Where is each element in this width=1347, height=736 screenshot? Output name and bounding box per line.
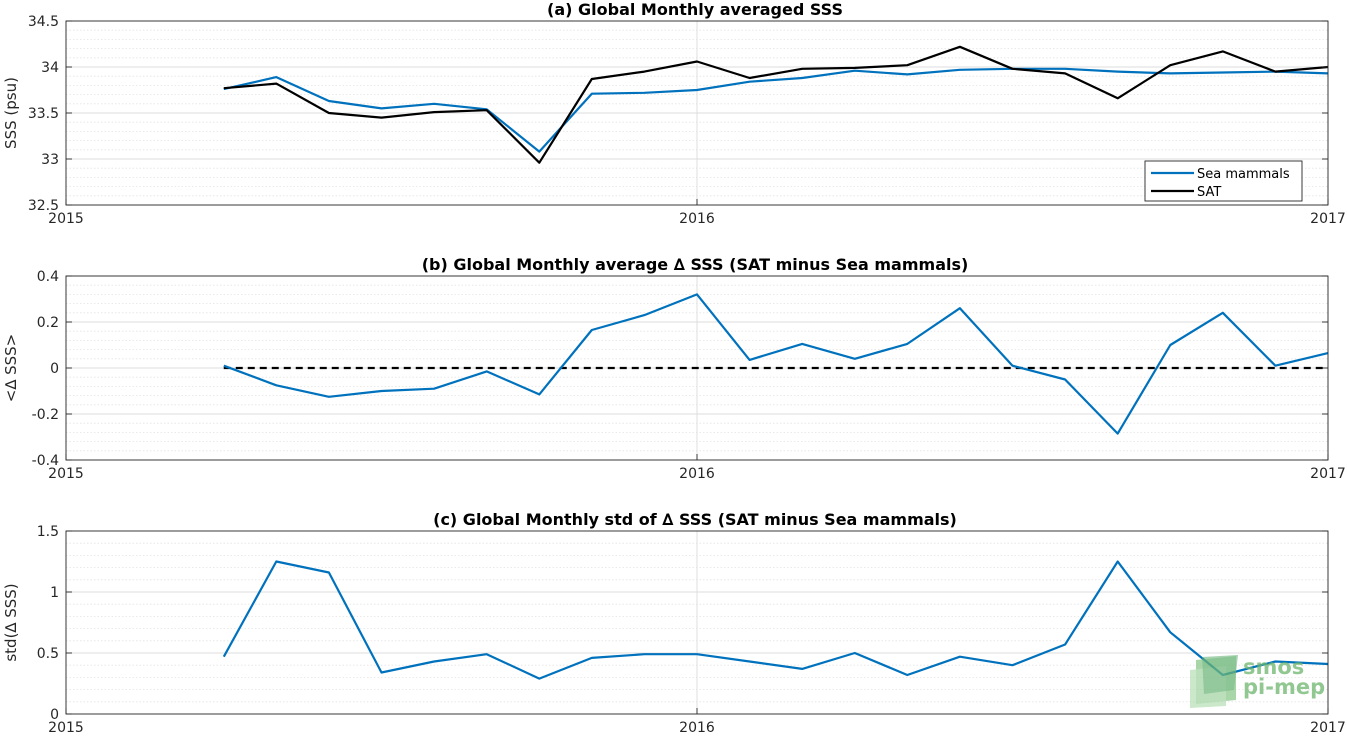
- x-tick-label: 2017: [1310, 466, 1346, 482]
- panel-title: (c) Global Monthly std of ∆ SSS (SAT min…: [433, 510, 957, 529]
- legend-entry-label: Sea mammals: [1197, 167, 1290, 182]
- x-tick-label: 2017: [1310, 720, 1346, 736]
- series-line-1: [223, 293, 1329, 435]
- y-tick-label: 0.4: [37, 269, 59, 285]
- y-tick-label: 0.2: [37, 315, 59, 331]
- x-tick-label: 2016: [679, 211, 715, 227]
- series-line-sat: [223, 45, 1329, 164]
- logo-text-pimep: pi-mep: [1243, 675, 1325, 699]
- y-tick-label: 32.5: [28, 198, 59, 214]
- x-tick-label: 2016: [679, 466, 715, 482]
- y-tick-label: -0.2: [32, 407, 59, 423]
- y-axis-label: <∆ SSS>: [2, 334, 20, 403]
- panel-title: (b) Global Monthly average ∆ SSS (SAT mi…: [422, 255, 969, 274]
- y-tick-label: 34: [41, 60, 59, 76]
- legend: Sea mammals SAT: [1144, 160, 1303, 202]
- panel-3: 0 0.5 1 1.5 2015 2016 2017 (c) Global Monthly s…: [2, 510, 1346, 736]
- y-tick-label: -0.4: [32, 453, 59, 469]
- series-line-sea-mammals: [223, 67, 1329, 153]
- x-tick-label: 2017: [1310, 211, 1346, 227]
- series-line-1: [222, 560, 1329, 680]
- legend-box: [1144, 160, 1303, 202]
- y-tick-label: 0: [50, 361, 59, 377]
- panel-title: (a) Global Monthly averaged SSS: [547, 0, 843, 19]
- y-tick-label: 0: [50, 707, 59, 723]
- y-tick-label: 33: [41, 152, 59, 168]
- x-tick-label: 2015: [48, 466, 84, 482]
- y-tick-label: 0.5: [37, 646, 59, 662]
- panel-2: -0.4 -0.2 0 0.2 0.4 2015 2016 2017 (b) Global Mo…: [2, 255, 1346, 482]
- y-tick-label: 33.5: [28, 106, 59, 122]
- y-tick-label: 1.5: [37, 524, 59, 540]
- panel-1: 32.5 33 33.5 34 34.5 2015 2016 2017 (a) Global M…: [2, 0, 1346, 227]
- x-tick-label: 2016: [679, 720, 715, 736]
- x-tick-label: 2015: [48, 720, 84, 736]
- y-axis-label: SSS (psu): [2, 77, 20, 149]
- y-tick-label: 1: [50, 585, 59, 601]
- y-axis-label: std(∆ SSS): [2, 583, 20, 661]
- x-tick-label: 2015: [48, 211, 84, 227]
- smos-pi-mep-logo: smos pi-mep: [1190, 655, 1325, 708]
- y-tick-label: 34.5: [28, 14, 59, 30]
- legend-entry-label: SAT: [1197, 185, 1221, 200]
- logo-text-smos: smos: [1243, 655, 1304, 679]
